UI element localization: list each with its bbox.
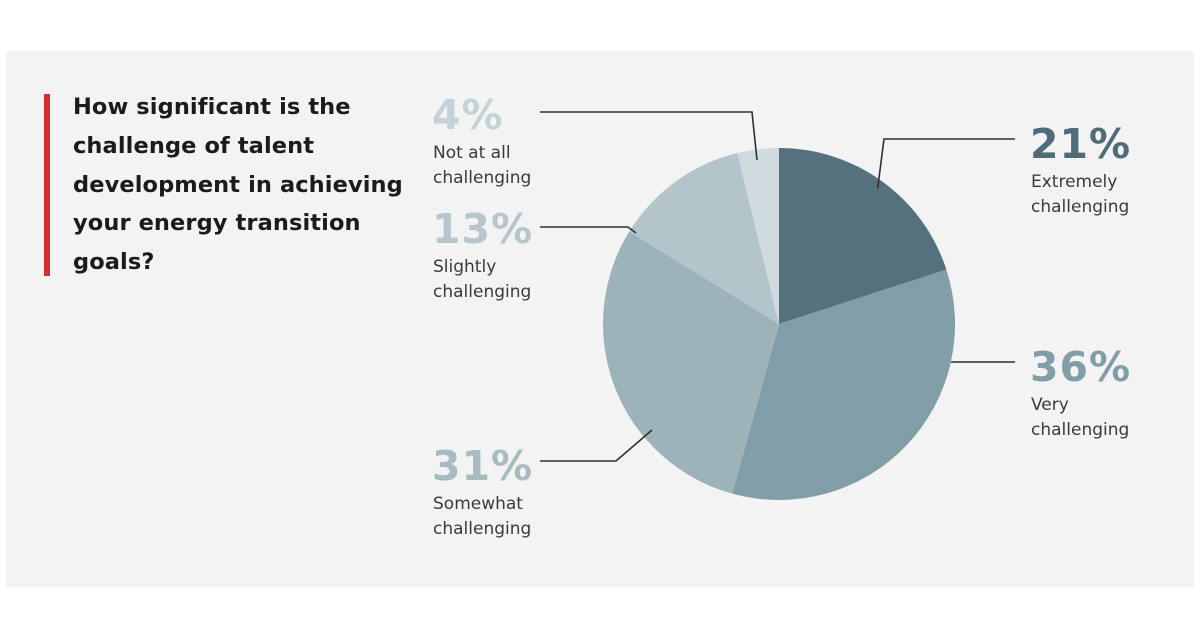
pie-slice-slightly-challenging — [629, 153, 779, 324]
pie-slice-not-at-all-challenging — [737, 148, 779, 324]
callout-line-extremely-challenging — [876, 138, 1015, 189]
category-label-very-challenging-line-1: Very — [1031, 395, 1069, 415]
pct-label-extremely-challenging: 21% — [1030, 120, 1131, 168]
accent-bar — [44, 94, 50, 276]
callout-line-slightly-challenging — [540, 226, 637, 234]
pct-label-somewhat-challenging: 31% — [432, 442, 533, 490]
pie-slice-extremely-challenging — [779, 148, 947, 324]
category-label-not-at-all-challenging-line-1: Not at all — [433, 143, 511, 163]
chart-panel — [6, 51, 1194, 587]
pie-slice-somewhat-challenging — [602, 231, 779, 494]
category-label-extremely-challenging-line-1: Extremely — [1031, 172, 1117, 192]
pie-slice-very-challenging — [732, 269, 956, 501]
pie-slices — [602, 148, 956, 501]
category-label-somewhat-challenging-line-1: Somewhat — [433, 494, 523, 514]
pct-label-very-challenging: 36% — [1030, 343, 1131, 391]
category-label-somewhat-challenging-line-2: challenging — [433, 519, 531, 539]
pct-label-slightly-challenging: 13% — [432, 205, 533, 253]
callout-line-not-at-all-challenging — [540, 111, 758, 161]
category-label-slightly-challenging-line-1: Slightly — [433, 257, 496, 277]
chart-question-title: How significant is the challenge of tale… — [73, 94, 403, 276]
category-label-extremely-challenging-line-2: challenging — [1031, 197, 1129, 217]
category-label-very-challenging-line-2: challenging — [1031, 420, 1129, 440]
pie-callouts: 21% Extremely challenging 36% Very challengin… — [432, 91, 1131, 539]
category-label-slightly-challenging-line-2: challenging — [433, 282, 531, 302]
category-label-not-at-all-challenging-line-2: challenging — [433, 168, 531, 188]
callout-line-somewhat-challenging — [540, 429, 653, 462]
pct-label-not-at-all-challenging: 4% — [432, 91, 504, 139]
